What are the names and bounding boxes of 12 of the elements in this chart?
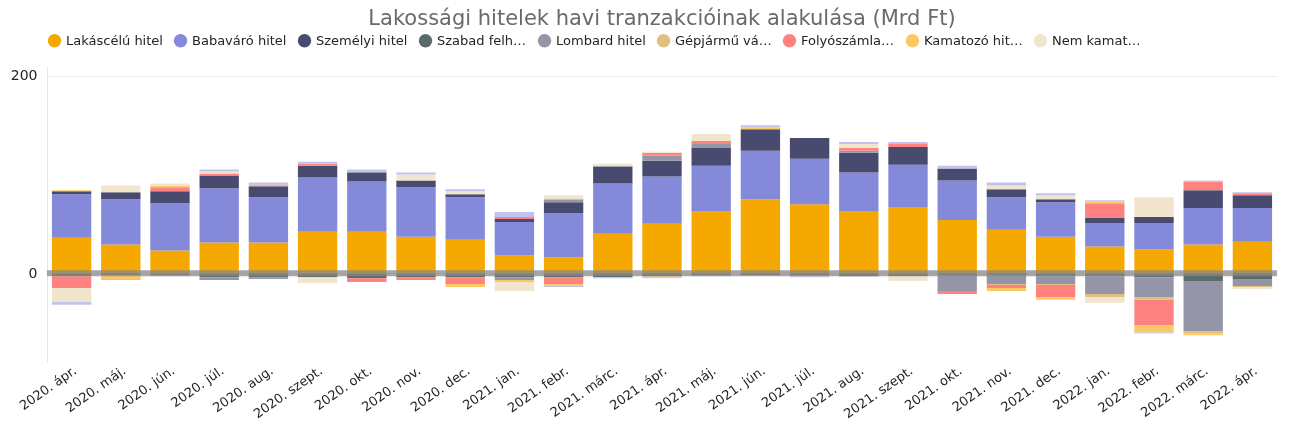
legend-label: Babaváró hitel bbox=[192, 32, 287, 48]
chart-title: Lakossági hitelek havi tranzakcióinak alakulása (Mrd Ft) bbox=[368, 6, 956, 30]
legend-label: Gépjármű vá… bbox=[675, 32, 772, 48]
y-tick-label: 0 bbox=[28, 264, 38, 281]
legend-label: Lakáscélú hitel bbox=[66, 32, 163, 48]
legend-label: Folyószámla… bbox=[801, 32, 895, 48]
y-tick-label: 200 bbox=[10, 67, 38, 84]
legend-label: Kamatozó hit… bbox=[924, 32, 1023, 48]
legend-label: Lombard hitel bbox=[556, 32, 646, 48]
legend-label: Nem kamat… bbox=[1052, 32, 1141, 48]
legend-label: Szabad felh… bbox=[437, 32, 527, 48]
legend-label: Személyi hitel bbox=[316, 32, 408, 48]
